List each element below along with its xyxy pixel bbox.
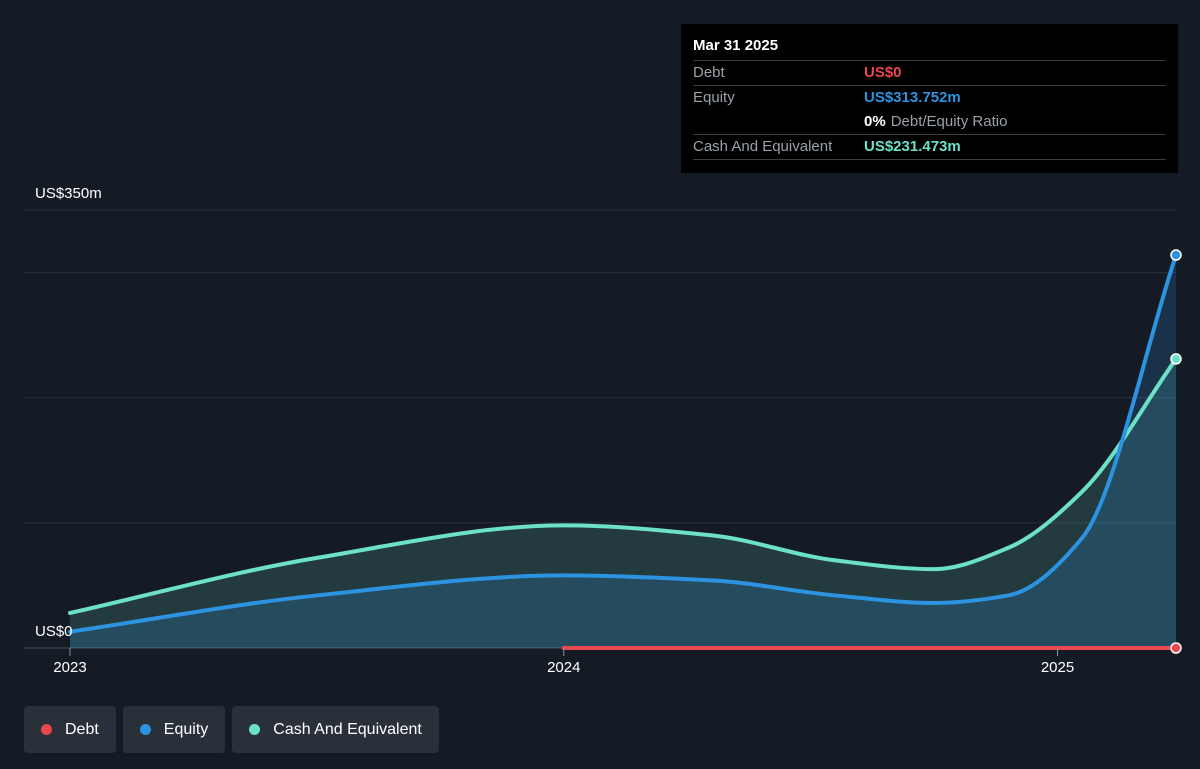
series-line-equity xyxy=(68,253,1178,634)
legend-item-debt[interactable]: Debt xyxy=(24,706,116,753)
x-tick-label-2025: 2025 xyxy=(1041,659,1074,676)
tooltip-ratio-value: 0% xyxy=(864,113,886,130)
end-point-equity xyxy=(1170,249,1182,261)
tooltip-debt-label: Debt xyxy=(693,64,725,81)
end-points xyxy=(1170,249,1182,654)
x-tick-label-2023: 2023 xyxy=(53,659,86,676)
legend-dot-debt-icon xyxy=(41,724,52,735)
legend-item-equity[interactable]: Equity xyxy=(122,706,226,753)
tooltip-row-equity: Equity US$313.752m xyxy=(693,85,1166,110)
tooltip-cash-label: Cash And Equivalent xyxy=(693,138,833,155)
tooltip-ratio-label: Debt/Equity Ratio xyxy=(890,113,1008,130)
legend-dot-equity-icon xyxy=(139,724,151,735)
data-tooltip: Mar 31 2025 Debt US$0 Equity US$313.752m… xyxy=(681,24,1178,173)
x-axis: 2023 2024 2025 xyxy=(53,648,1074,676)
legend-cash-label: Cash And Equivalent xyxy=(273,720,422,738)
debt-equity-chart: 2023 2024 2025 US$350m US$0 xyxy=(24,185,1182,676)
tooltip-row-ratio: 0% Debt/Equity Ratio xyxy=(693,110,1166,134)
tooltip-date: Mar 31 2025 xyxy=(693,37,779,54)
series-area-cash-and-equivalent xyxy=(70,358,1176,648)
tooltip-debt-value: US$0 xyxy=(864,64,902,81)
legend-debt-label: Debt xyxy=(65,720,99,738)
x-tick-label-2024: 2024 xyxy=(547,659,580,676)
series-lines xyxy=(68,253,1178,650)
tooltip-row-cash: Cash And Equivalent US$231.473m xyxy=(693,134,1166,160)
series-line-cash-and-equivalent xyxy=(68,356,1178,615)
y-axis-bottom-label: US$0 xyxy=(35,623,73,640)
series-area-equity xyxy=(70,255,1176,648)
tooltip-cash-value: US$231.473m xyxy=(864,138,961,155)
tooltip-equity-label: Equity xyxy=(693,89,735,106)
tooltip-equity-value: US$313.752m xyxy=(864,89,961,106)
end-point-cash-and-equivalent xyxy=(1170,353,1182,365)
legend-item-cash[interactable]: Cash And Equivalent xyxy=(232,706,439,753)
legend-dot-cash-icon xyxy=(249,724,261,735)
end-point-debt xyxy=(1170,642,1182,654)
tooltip-row-debt: Debt US$0 xyxy=(693,60,1166,85)
chart-legend: Debt Equity Cash And Equivalent xyxy=(24,706,439,753)
series-areas xyxy=(70,255,1176,648)
y-axis-top-label: US$350m xyxy=(35,185,102,202)
legend-equity-label: Equity xyxy=(163,720,209,738)
